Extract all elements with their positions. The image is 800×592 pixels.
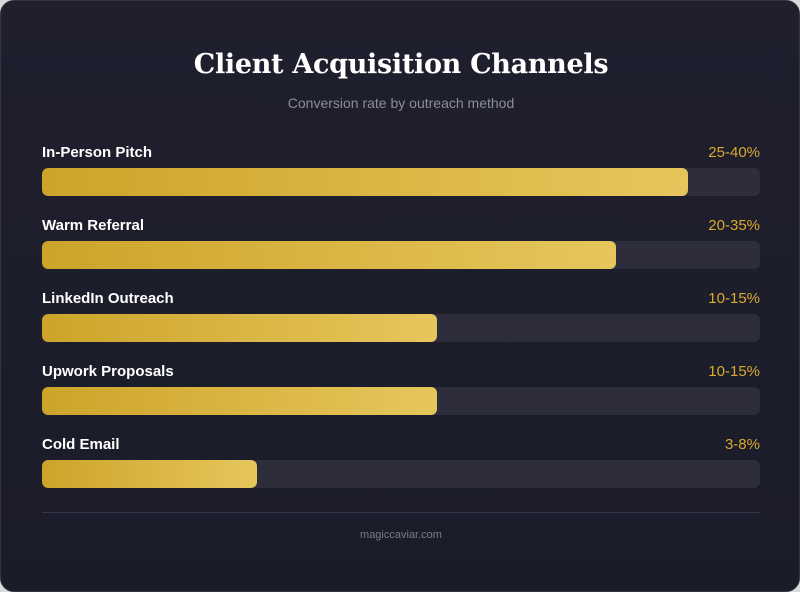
bar-value-label: 10-15% (708, 290, 760, 307)
bar-label: Upwork Proposals (42, 363, 174, 380)
bar-row: LinkedIn Outreach 10-15% (42, 287, 760, 360)
chart-title: Client Acquisition Channels (193, 49, 609, 80)
bar-track (42, 387, 760, 415)
bar-row: Upwork Proposals 10-15% (42, 360, 760, 433)
bar-track (42, 314, 760, 342)
footer-divider (42, 512, 760, 513)
bar-list: In-Person Pitch 25-40% Warm Referral 20-35%… (42, 141, 760, 506)
bar-track (42, 168, 760, 196)
bar-label: Cold Email (42, 436, 120, 453)
bar-label: Warm Referral (42, 217, 144, 234)
bar-fill (42, 387, 437, 415)
bar-fill (42, 314, 437, 342)
chart-subtitle: Conversion rate by outreach method (287, 95, 515, 111)
bar-track (42, 460, 760, 488)
bar-label: In-Person Pitch (42, 144, 153, 161)
bar-label: LinkedIn Outreach (42, 290, 174, 307)
bar-value-label: 3-8% (724, 436, 760, 453)
bar-value-label: 10-15% (708, 363, 760, 380)
footer-credit: magiccaviar.com (360, 529, 442, 541)
bar-row: Warm Referral 20-35% (42, 214, 760, 287)
bar-fill (42, 460, 257, 488)
bar-value-label: 20-35% (708, 217, 760, 234)
bar-fill (42, 241, 616, 269)
bar-row: Cold Email 3-8% (42, 433, 760, 506)
bar-row: In-Person Pitch 25-40% (42, 141, 760, 214)
bar-value-label: 25-40% (708, 144, 760, 161)
bar-track (42, 241, 760, 269)
bar-fill (42, 168, 688, 196)
